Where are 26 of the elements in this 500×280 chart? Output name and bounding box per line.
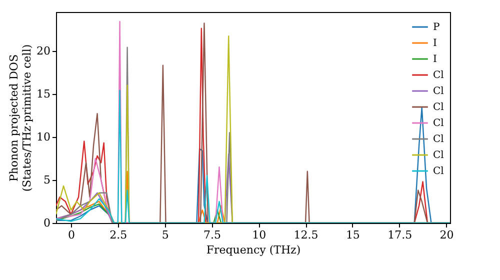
y-axis-title: Phonon projected DOS (States/THz·primitive cell): [8, 44, 34, 192]
x-tick-label: 7.5: [203, 228, 221, 242]
legend-label: Cl: [433, 102, 444, 113]
x-axis-title: Frequency (THz): [206, 244, 301, 256]
x-tick-label: 12.5: [294, 228, 318, 242]
x-tick-label: 5: [162, 228, 169, 242]
legend-label: I: [433, 38, 437, 49]
y-tick-label: 5: [44, 173, 50, 186]
y-tick-label: 15: [36, 87, 50, 100]
legend-label: Cl: [433, 166, 444, 177]
legend-label: Cl: [433, 86, 444, 97]
x-tick-label: 10: [252, 228, 266, 242]
y-tick-label: 20: [36, 44, 50, 58]
legend-label: Cl: [433, 118, 444, 129]
legend-label: I: [433, 54, 437, 65]
y-tick-label: 10: [36, 130, 50, 144]
x-tick-label: 0: [68, 228, 76, 242]
x-tick-label: 2.5: [110, 228, 128, 242]
y-tick-label: 0: [44, 216, 50, 230]
legend-label: P: [433, 22, 440, 33]
legend-label: Cl: [433, 134, 444, 145]
legend-label: Cl: [433, 70, 444, 81]
x-tick-label: 15: [346, 228, 360, 242]
x-tick-label: 20: [440, 228, 454, 242]
legend-label: Cl: [433, 150, 444, 161]
x-tick-label: 17.5: [388, 228, 412, 242]
